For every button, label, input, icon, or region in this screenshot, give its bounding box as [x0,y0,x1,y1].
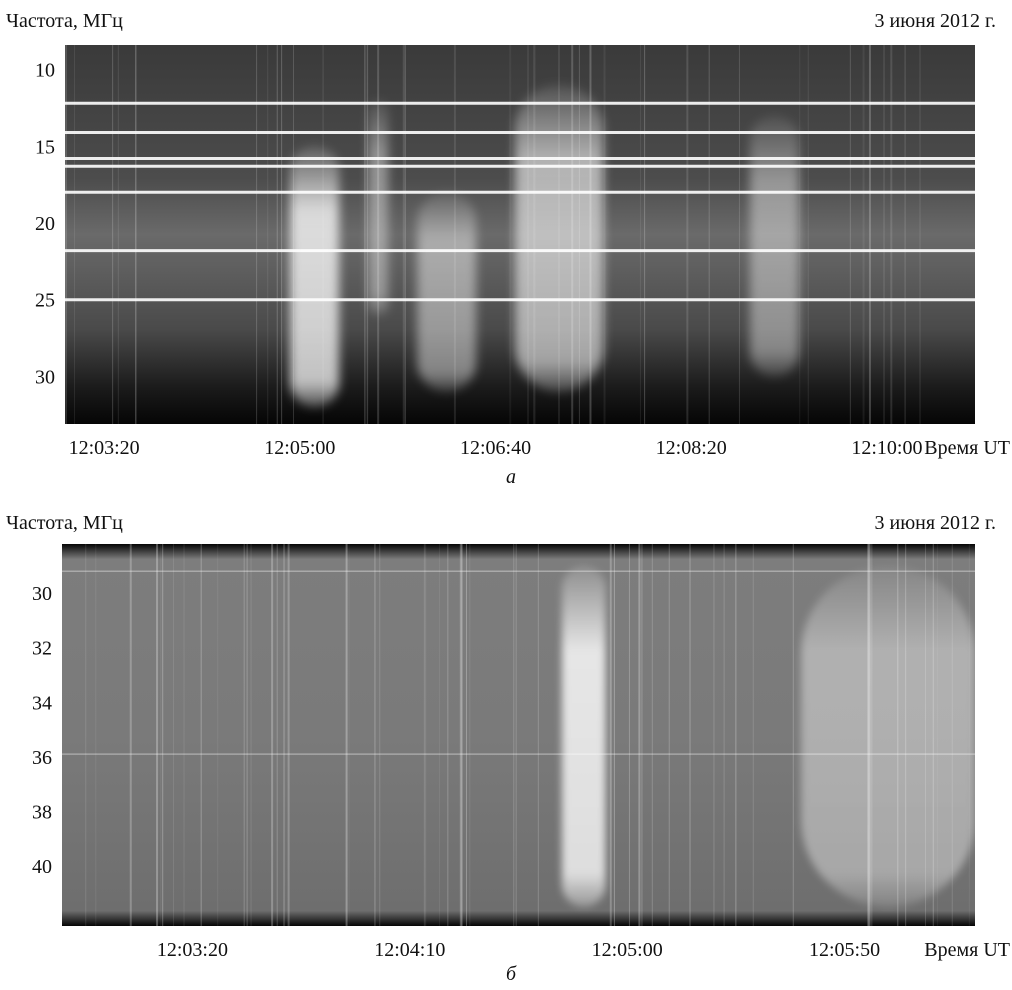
x-tick-label: 12:03:20 [69,437,140,459]
panel-a-date: 3 июня 2012 г. [874,10,997,32]
x-tick-label: 12:05:00 [264,437,335,459]
x-tick-label: 12:05:50 [809,939,880,961]
y-tick-label: 32 [32,638,52,660]
x-axis-label: Время UT [924,939,1010,961]
x-axis-label: Время UT [924,437,1010,459]
radio-burst [801,565,975,907]
panel-a-ylabel: Частота, МГц [6,10,123,32]
panel-b-label: б [506,963,517,985]
radio-burst [515,84,604,392]
y-tick-label: 36 [32,747,52,769]
y-tick-label: 10 [35,60,55,82]
radio-burst [290,146,339,408]
panel-b-date: 3 июня 2012 г. [874,512,997,534]
y-tick-label: 40 [32,856,52,878]
x-tick-label: 12:04:10 [374,939,445,961]
x-tick-label: 12:06:40 [460,437,531,459]
panel-b-spectrogram: 30 32 34 36 38 40 12:03:20 12:04:10 12:05:00 12:0… [32,544,1010,961]
y-tick-label: 15 [35,136,55,158]
panel-a-spectrogram: 10 15 20 25 30 12:03:20 12:05:00 12:06:40 12:08:… [35,45,1010,459]
y-tick-label: 20 [35,213,55,235]
y-tick-label: 30 [32,583,52,605]
y-tick-label: 25 [35,290,55,312]
panel-a-label: а [506,466,516,488]
panel-b-ylabel: Частота, МГц [6,512,123,534]
y-tick-label: 30 [35,366,55,388]
radio-burst [368,100,388,316]
radio-burst [417,192,476,392]
radio-burst [561,565,606,907]
x-tick-label: 12:08:20 [656,437,727,459]
x-tick-label: 12:03:20 [157,939,228,961]
x-tick-label: 12:05:00 [592,939,663,961]
radio-burst [749,115,799,377]
y-tick-label: 34 [32,692,52,714]
y-tick-label: 38 [32,801,52,823]
x-tick-label: 12:10:00 [851,437,922,459]
